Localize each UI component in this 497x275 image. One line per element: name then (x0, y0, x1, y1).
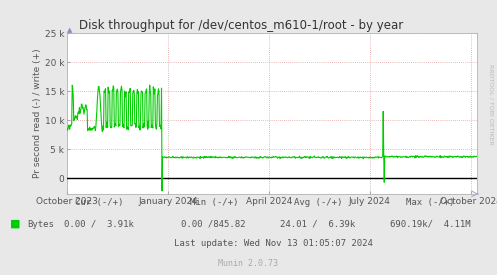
Text: Max (-/+): Max (-/+) (406, 198, 454, 207)
Text: Cur (-/+): Cur (-/+) (75, 198, 124, 207)
Text: Avg (-/+): Avg (-/+) (294, 198, 342, 207)
Text: 0.00 /  3.91k: 0.00 / 3.91k (65, 220, 134, 229)
Text: Munin 2.0.73: Munin 2.0.73 (219, 260, 278, 268)
Text: 24.01 /  6.39k: 24.01 / 6.39k (280, 220, 356, 229)
Text: Disk throughput for /dev/centos_m610-1/root - by year: Disk throughput for /dev/centos_m610-1/r… (80, 19, 404, 32)
Text: Min (-/+): Min (-/+) (189, 198, 238, 207)
Text: 690.19k/  4.11M: 690.19k/ 4.11M (390, 220, 470, 229)
Text: 0.00 /845.82: 0.00 /845.82 (181, 220, 246, 229)
Text: Last update: Wed Nov 13 01:05:07 2024: Last update: Wed Nov 13 01:05:07 2024 (174, 239, 373, 248)
Text: Bytes: Bytes (27, 220, 54, 229)
Y-axis label: Pr second read (-) / write (+): Pr second read (-) / write (+) (33, 49, 42, 178)
Text: ▲: ▲ (67, 27, 73, 33)
Text: RRDTOOL / TOBI OETIKER: RRDTOOL / TOBI OETIKER (489, 64, 494, 145)
Text: ■: ■ (10, 219, 20, 229)
